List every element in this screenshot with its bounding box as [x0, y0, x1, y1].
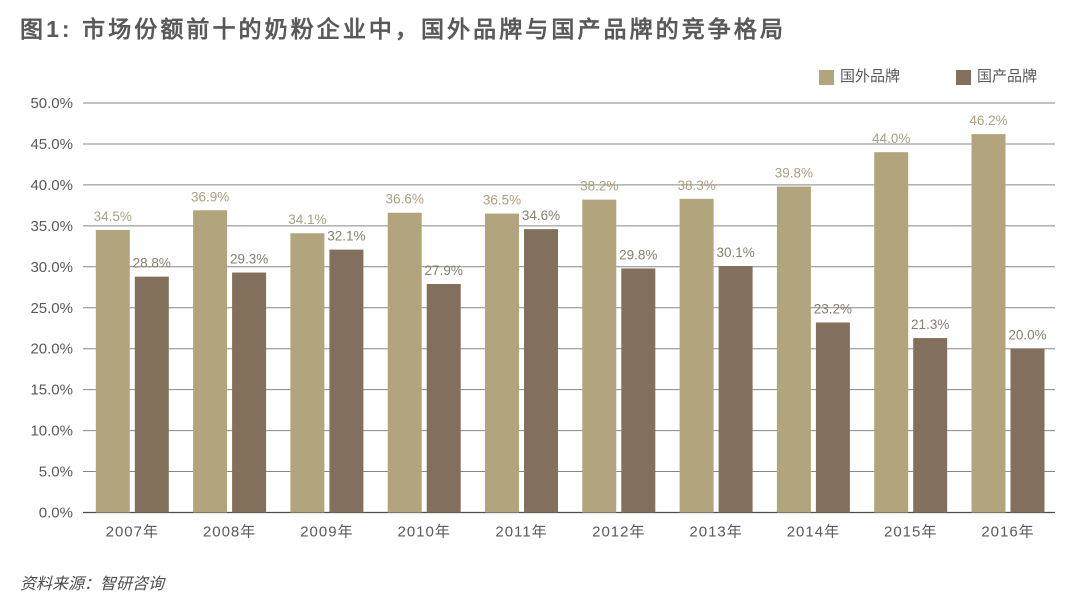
- svg-text:27.9%: 27.9%: [425, 263, 463, 278]
- svg-text:34.5%: 34.5%: [94, 209, 132, 224]
- svg-text:45.0%: 45.0%: [30, 136, 73, 153]
- svg-text:40.0%: 40.0%: [30, 177, 73, 194]
- svg-text:15.0%: 15.0%: [30, 382, 73, 399]
- svg-text:2009年: 2009年: [300, 524, 353, 541]
- svg-text:30.1%: 30.1%: [716, 245, 754, 260]
- svg-text:44.0%: 44.0%: [872, 131, 910, 146]
- svg-text:0.0%: 0.0%: [39, 505, 73, 522]
- svg-text:36.9%: 36.9%: [191, 189, 229, 204]
- svg-text:2011年: 2011年: [495, 524, 547, 541]
- svg-text:25.0%: 25.0%: [30, 300, 73, 317]
- svg-text:2016年: 2016年: [981, 524, 1034, 541]
- svg-text:36.5%: 36.5%: [483, 193, 521, 208]
- svg-text:28.8%: 28.8%: [133, 256, 171, 271]
- svg-text:5.0%: 5.0%: [39, 464, 73, 481]
- svg-text:50.0%: 50.0%: [30, 95, 73, 112]
- svg-text:34.1%: 34.1%: [288, 212, 326, 227]
- svg-text:2014年: 2014年: [787, 524, 840, 541]
- svg-text:29.8%: 29.8%: [619, 247, 657, 262]
- svg-text:35.0%: 35.0%: [30, 218, 73, 235]
- svg-text:23.2%: 23.2%: [814, 301, 852, 316]
- svg-text:38.2%: 38.2%: [580, 179, 618, 194]
- svg-text:34.6%: 34.6%: [522, 208, 560, 223]
- svg-text:38.3%: 38.3%: [677, 178, 715, 193]
- svg-text:30.0%: 30.0%: [30, 259, 73, 276]
- svg-text:2008年: 2008年: [203, 524, 256, 541]
- svg-text:2010年: 2010年: [398, 524, 451, 541]
- svg-text:36.6%: 36.6%: [386, 192, 424, 207]
- svg-text:20.0%: 20.0%: [1008, 328, 1046, 343]
- svg-text:29.3%: 29.3%: [230, 252, 268, 267]
- svg-text:32.1%: 32.1%: [327, 229, 365, 244]
- svg-text:20.0%: 20.0%: [30, 341, 73, 358]
- svg-text:2015年: 2015年: [884, 524, 937, 541]
- svg-text:2012年: 2012年: [592, 524, 645, 541]
- svg-text:2007年: 2007年: [106, 524, 159, 541]
- svg-text:10.0%: 10.0%: [30, 423, 73, 440]
- svg-text:46.2%: 46.2%: [969, 113, 1007, 128]
- svg-text:21.3%: 21.3%: [911, 317, 949, 332]
- svg-text:39.8%: 39.8%: [775, 166, 813, 181]
- svg-text:2013年: 2013年: [689, 524, 742, 541]
